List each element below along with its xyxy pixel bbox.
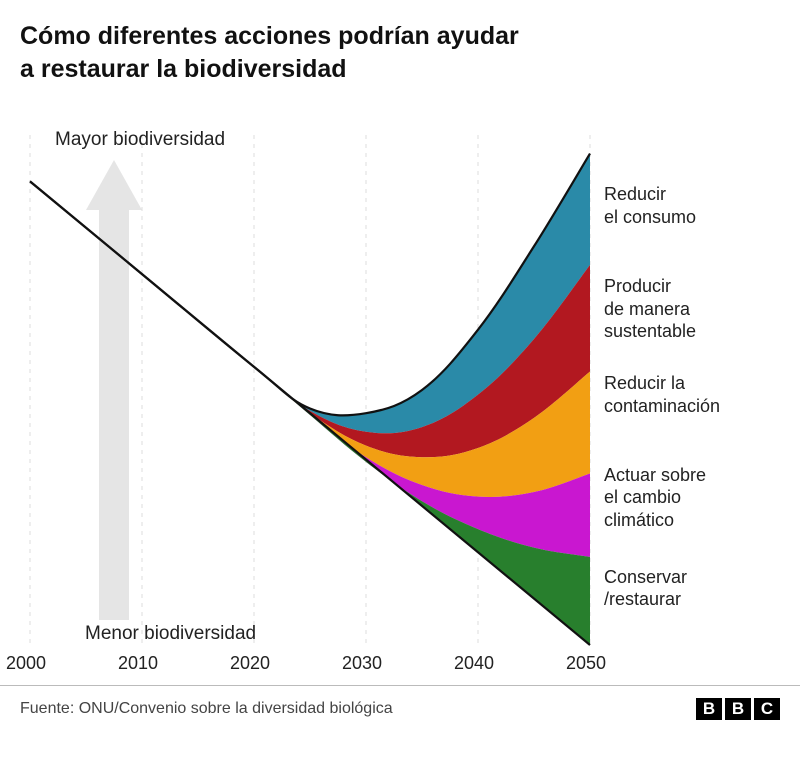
xaxis-tick-2000: 2000 (6, 653, 46, 674)
series-label-act-climate: Actuar sobreel cambioclimático (604, 464, 784, 532)
bbc-logo-c: C (754, 698, 780, 720)
bbc-logo-b2: B (725, 698, 751, 720)
series-label-reduce-pollution: Reducir lacontaminación (604, 372, 784, 417)
chart-title: Cómo diferentes acciones podrían ayudara… (20, 20, 780, 85)
footer: Fuente: ONU/Convenio sobre la diversidad… (0, 685, 800, 736)
xaxis-tick-2040: 2040 (454, 653, 494, 674)
series-label-conserve-restore: Conservar/restaurar (604, 566, 784, 611)
xaxis-tick-2020: 2020 (230, 653, 270, 674)
chart-region: Mayor biodiversidad Menor biodiversidad … (20, 115, 780, 685)
xaxis-tick-2010: 2010 (118, 653, 158, 674)
series-label-reduce-consumption: Reducirel consumo (604, 183, 784, 228)
yaxis-top-label: Mayor biodiversidad (55, 129, 225, 151)
source-text: Fuente: ONU/Convenio sobre la diversidad… (20, 700, 393, 718)
xaxis-tick-2050: 2050 (566, 653, 606, 674)
bbc-logo: B B C (696, 698, 780, 720)
yaxis-bottom-label: Menor biodiversidad (85, 623, 256, 645)
bbc-logo-b1: B (696, 698, 722, 720)
xaxis-tick-2030: 2030 (342, 653, 382, 674)
series-label-produce-sustainable: Producirde manerasustentable (604, 275, 784, 343)
